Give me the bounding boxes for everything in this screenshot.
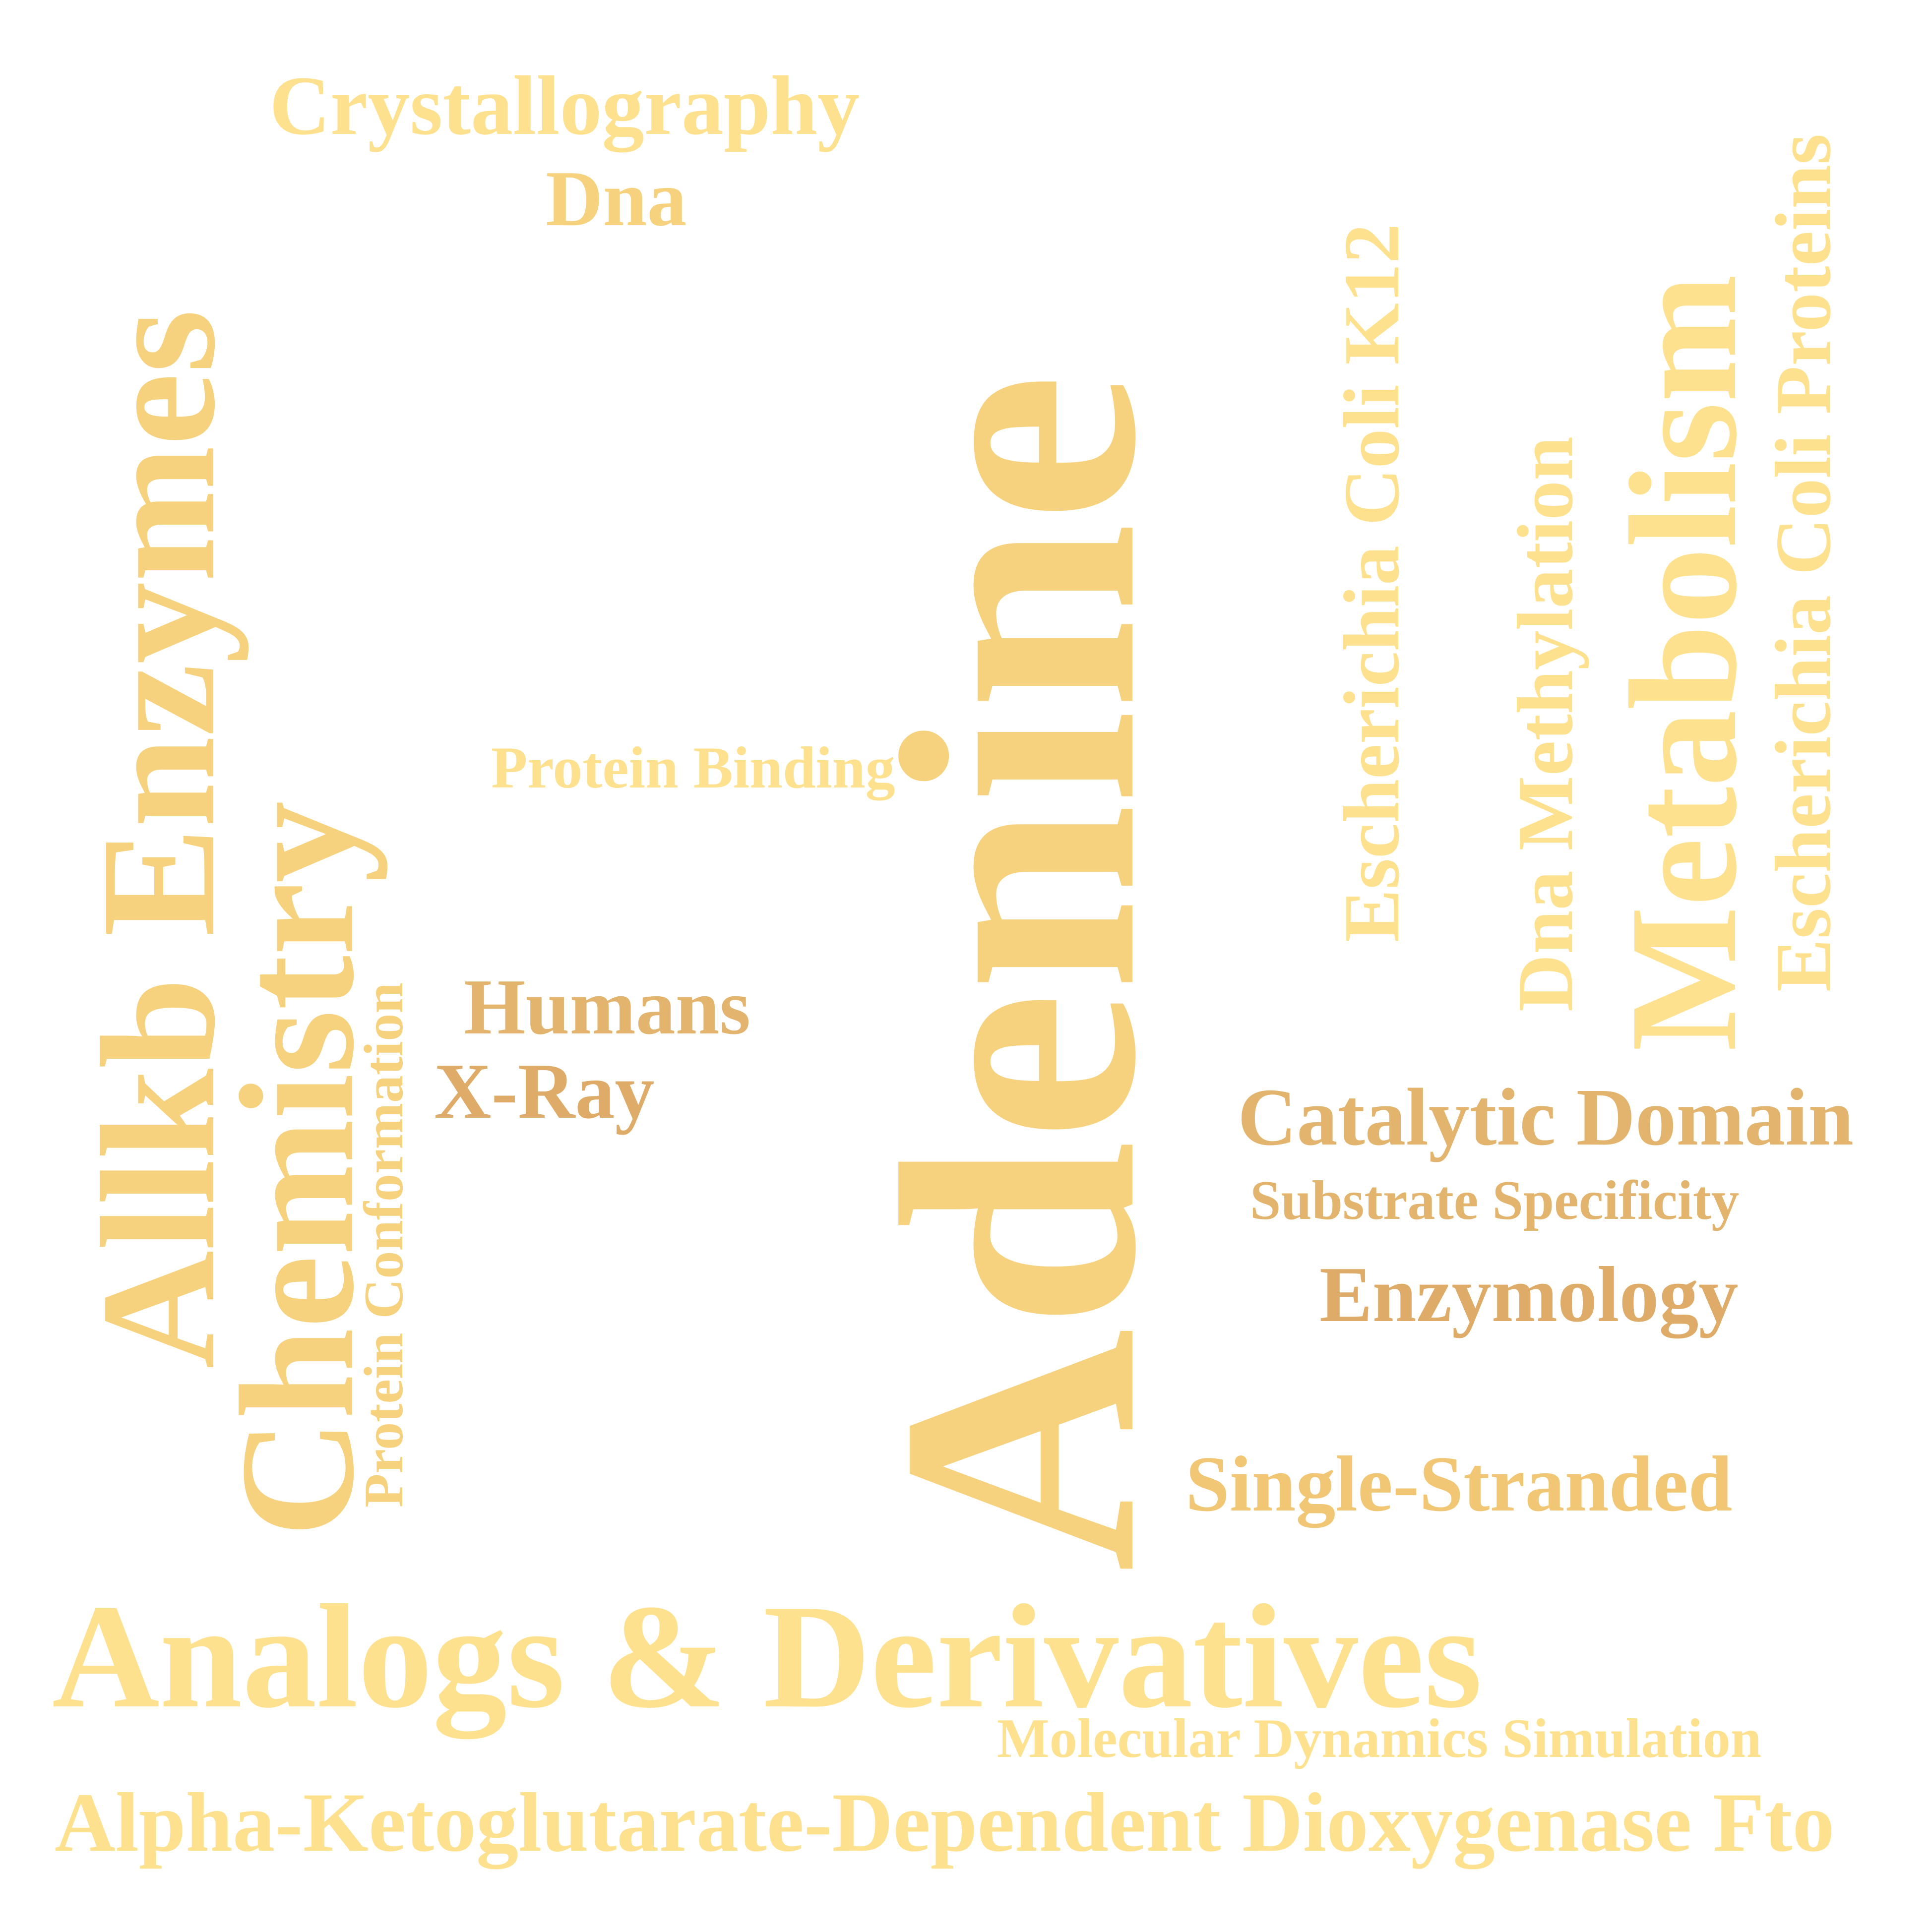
word-dna: Dna (546, 154, 687, 242)
word-x-ray: X-Ray (434, 1047, 655, 1135)
word-single-stranded: Single-Stranded (1185, 1440, 1733, 1528)
word-enzymology: Enzymology (1319, 1250, 1739, 1338)
word-escherichia-coli-k12: Escherichia Coli K12 (1327, 224, 1416, 942)
word-molecular-dynamics-simulation: Molecular Dynamics Simulation (997, 1708, 1762, 1769)
word-protein-conformation: Protein Conformation (353, 982, 415, 1508)
word-crystallography: Crystallography (269, 59, 860, 152)
word-escherichia-coli-proteins: Escherichia Coli Proteins (1759, 133, 1847, 992)
word-dna-methylation: Dna Methylation (1501, 436, 1589, 1012)
word-analogs-derivatives: Analogs & Derivatives (52, 1574, 1482, 1739)
word-metabolism: Metabolism (1599, 274, 1769, 1051)
word-alpha-ketoglutarate-dependent-dioxygenase-fto: Alpha-Ketoglutarate-Dependent Dioxygenas… (55, 1776, 1835, 1869)
word-catalytic-domain: Catalytic Domain (1238, 1072, 1854, 1162)
word-substrate-specificity: Substrate Specificity (1250, 1170, 1740, 1231)
word-protein-binding: Protein Binding (491, 734, 895, 800)
word-adenine: Adenine (832, 372, 1206, 1572)
word-humans: Humans (464, 963, 750, 1051)
